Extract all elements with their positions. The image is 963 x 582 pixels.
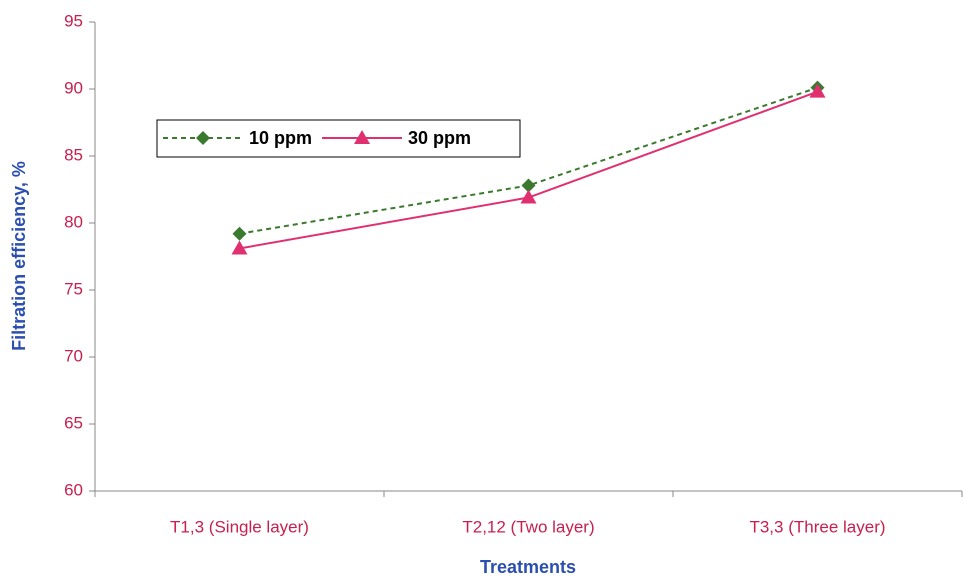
marker bbox=[354, 130, 371, 144]
legend: 10 ppm 30 ppm bbox=[156, 119, 521, 158]
x-tick-label: T1,3 (Single layer) bbox=[170, 517, 309, 536]
y-tick-label: 60 bbox=[64, 480, 83, 499]
y-tick-label: 65 bbox=[64, 413, 83, 432]
series-line bbox=[239, 90, 818, 250]
y-tick-label: 75 bbox=[64, 279, 83, 298]
marker bbox=[196, 131, 210, 145]
legend-label: 30 ppm bbox=[408, 128, 471, 148]
y-axis-title: Filtration efficiency, % bbox=[9, 161, 29, 351]
marker bbox=[809, 83, 826, 98]
y-tick-label: 85 bbox=[64, 145, 83, 164]
y-tick-label: 80 bbox=[64, 212, 83, 231]
y-tick-label: 95 bbox=[64, 11, 83, 30]
marker bbox=[520, 189, 537, 204]
marker bbox=[232, 226, 247, 241]
legend-label: 10 ppm bbox=[249, 128, 312, 148]
series-line bbox=[239, 86, 818, 235]
x-tick-label: T3,3 (Three layer) bbox=[749, 517, 885, 536]
x-tick-label: T2,12 (Two layer) bbox=[462, 517, 594, 536]
marker bbox=[231, 240, 248, 255]
y-tick-label: 70 bbox=[64, 346, 83, 365]
x-axis-title: Treatments bbox=[480, 557, 576, 577]
marker bbox=[521, 178, 536, 193]
y-tick-label: 90 bbox=[64, 78, 83, 97]
